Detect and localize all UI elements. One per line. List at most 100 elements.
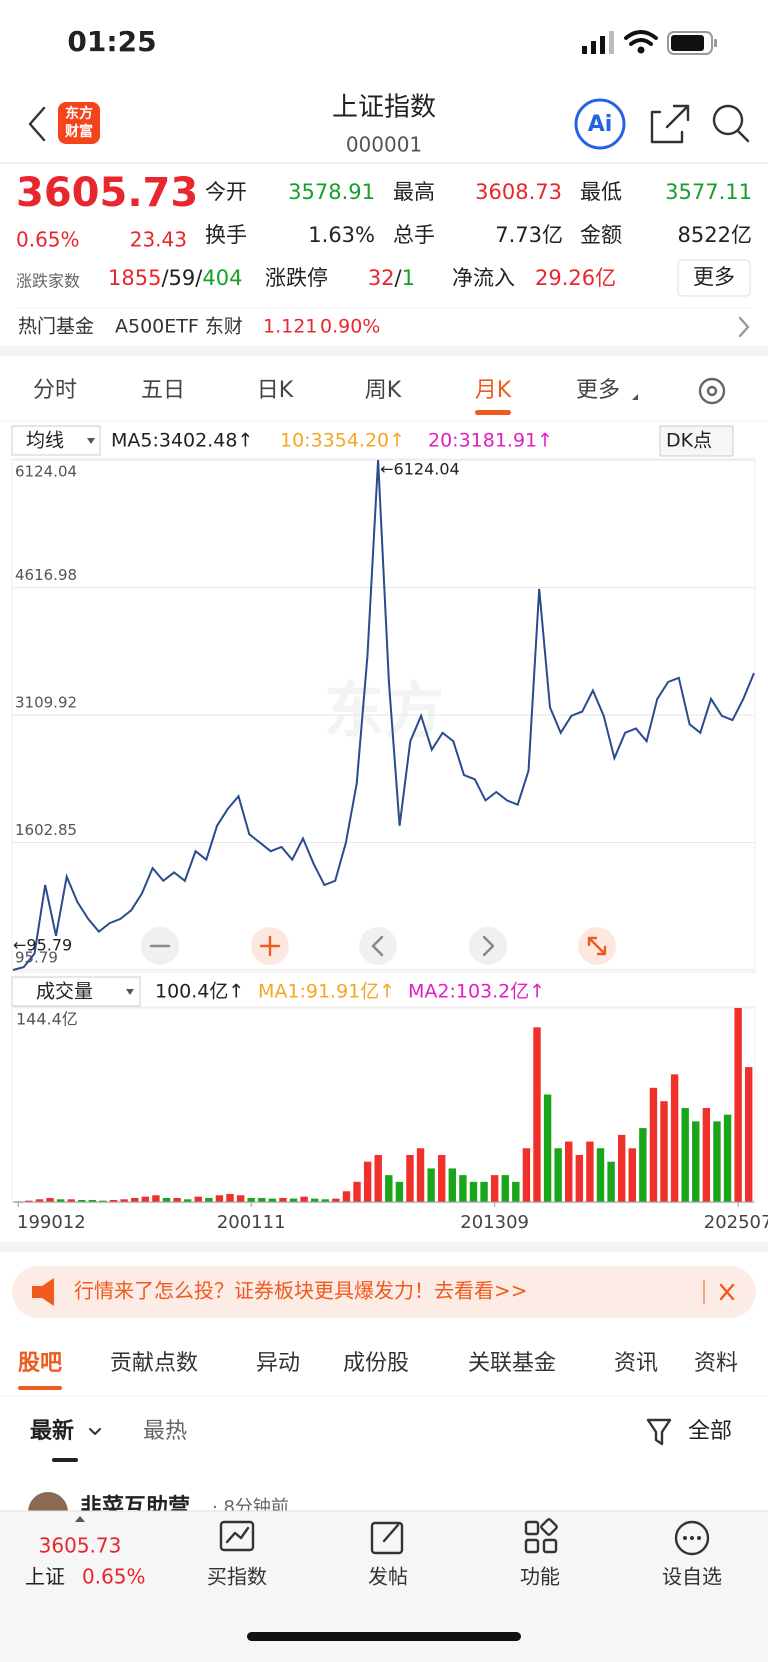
logo-text: 财富 [64, 123, 93, 140]
dropdown-arrow [87, 438, 95, 444]
back-button[interactable] [28, 106, 46, 142]
ma-select[interactable] [11, 425, 101, 456]
dk-button[interactable] [659, 425, 734, 457]
volume-bar [586, 1141, 594, 1202]
dropdown-arrow [89, 1428, 101, 1435]
action-label[interactable]: 买指数 [207, 1565, 267, 1589]
volume-bar [670, 1074, 679, 1202]
fund-name: A500ETF 东财 [115, 316, 243, 338]
logo-text: 东方 [65, 105, 93, 122]
megaphone [32, 1278, 54, 1306]
community-tab[interactable]: 成份股 [343, 1351, 409, 1376]
volume-bar [152, 1195, 160, 1202]
action-label[interactable]: 发帖 [368, 1565, 408, 1589]
volume-chart: 144.4亿 199012 200111 201309 202507 [13, 1007, 768, 1233]
max-annotation: ←6124.04 [380, 460, 460, 479]
volume-bar [448, 1168, 457, 1202]
period-tab[interactable]: 分时 [33, 378, 77, 403]
pan-right[interactable] [469, 927, 507, 965]
ai-button[interactable] [574, 98, 626, 150]
sort-hot[interactable]: 最热 [143, 1419, 187, 1444]
breadth-up: 1855 [108, 266, 161, 290]
volume-select[interactable] [11, 976, 141, 1007]
fund-arrow[interactable] [738, 316, 750, 338]
field-label: 换手 [205, 223, 247, 247]
expand-arrow[interactable] [75, 1516, 85, 1522]
pan-left[interactable] [359, 927, 397, 965]
search-button[interactable] [712, 104, 750, 143]
limit-label: 涨跌停 [265, 266, 328, 290]
dropdown-arrow [126, 989, 134, 995]
banner[interactable] [12, 1266, 756, 1318]
price-chart: 6124.04 4616.98 3109.92 1602.85 95.79 ←6124.0… [12, 459, 755, 971]
period-tab[interactable]: 五日 [141, 378, 185, 403]
community-tab[interactable]: 异动 [256, 1351, 300, 1376]
volume-bar [607, 1161, 615, 1202]
bar-pct: 0.65% [82, 1565, 146, 1589]
sort-latest[interactable]: 最新 [30, 1418, 74, 1444]
change-pct: 0.65% [16, 228, 80, 252]
community-tabs: 股吧 贡献点数 异动 成份股 关联基金 资讯 资料 [18, 1351, 738, 1390]
filter[interactable]: 全部 [688, 1419, 732, 1444]
period-tab[interactable]: 日K [257, 378, 294, 403]
y-tick-label: 95.79 [15, 949, 58, 967]
inflow-label: 净流入 [452, 266, 515, 290]
volume-bar [310, 1198, 319, 1202]
volume-bar [692, 1121, 700, 1202]
breadth-label: 涨跌家数 [16, 272, 80, 291]
ma2: MA2:103.2亿↑ [408, 981, 545, 1003]
volume-bar [501, 1175, 509, 1202]
x-tick-label: 202507 [704, 1212, 768, 1233]
field-value: 3608.73 [475, 180, 562, 204]
community-tab[interactable]: 关联基金 [468, 1351, 556, 1376]
price-line [12, 459, 755, 971]
community-tab[interactable]: 资料 [694, 1351, 738, 1376]
active-indicator [475, 410, 511, 415]
volume-bar [596, 1148, 605, 1202]
community-tab[interactable]: 资讯 [614, 1351, 658, 1376]
field-value: 8522亿 [678, 223, 752, 247]
banner-close[interactable] [719, 1283, 735, 1301]
filter-icon [646, 1418, 672, 1446]
field-label: 总手 [393, 223, 435, 247]
chart-controls [141, 927, 616, 965]
volume-bar [120, 1199, 128, 1202]
bar-name: 上证 [25, 1565, 65, 1589]
app-logo [58, 102, 100, 144]
divider [0, 346, 768, 356]
community-tab[interactable]: 股吧 [18, 1351, 62, 1376]
volume-bar [469, 1181, 478, 1202]
action-label[interactable]: 设自选 [662, 1565, 722, 1589]
volume-bar [332, 1198, 340, 1202]
period-tab[interactable]: 周K [365, 378, 402, 403]
volume-bar [183, 1199, 192, 1202]
share-button[interactable] [650, 104, 690, 144]
volume-bar [639, 1128, 647, 1202]
field-label: 最高 [393, 180, 435, 204]
volume-bar [416, 1148, 425, 1202]
volume-bar [543, 1094, 552, 1202]
volume-bar [236, 1195, 245, 1202]
fund-pct: 0.90% [320, 316, 380, 338]
field-value: 1.63% [308, 223, 375, 247]
volume-bar [321, 1199, 329, 1202]
volume-bar [734, 1008, 742, 1202]
more-button[interactable] [677, 259, 751, 297]
settings-button[interactable] [698, 377, 726, 405]
volume-bar [215, 1195, 224, 1202]
breadth: 1855/59/404 [108, 266, 242, 290]
title: 上证指数 [332, 93, 436, 123]
volume-bar [649, 1087, 658, 1202]
action-label[interactable]: 功能 [520, 1565, 560, 1589]
community-tab[interactable]: 贡献点数 [110, 1351, 198, 1376]
volume-bar [406, 1154, 414, 1202]
action-icons [219, 1518, 710, 1556]
volume-select-label: 成交量 [36, 981, 93, 1003]
volume-bar [480, 1181, 488, 1202]
watermark: 东方 [324, 677, 444, 747]
volume-bar [353, 1181, 361, 1202]
period-tab[interactable]: 更多 [576, 378, 620, 403]
period-tab[interactable]: 月K [475, 378, 512, 403]
